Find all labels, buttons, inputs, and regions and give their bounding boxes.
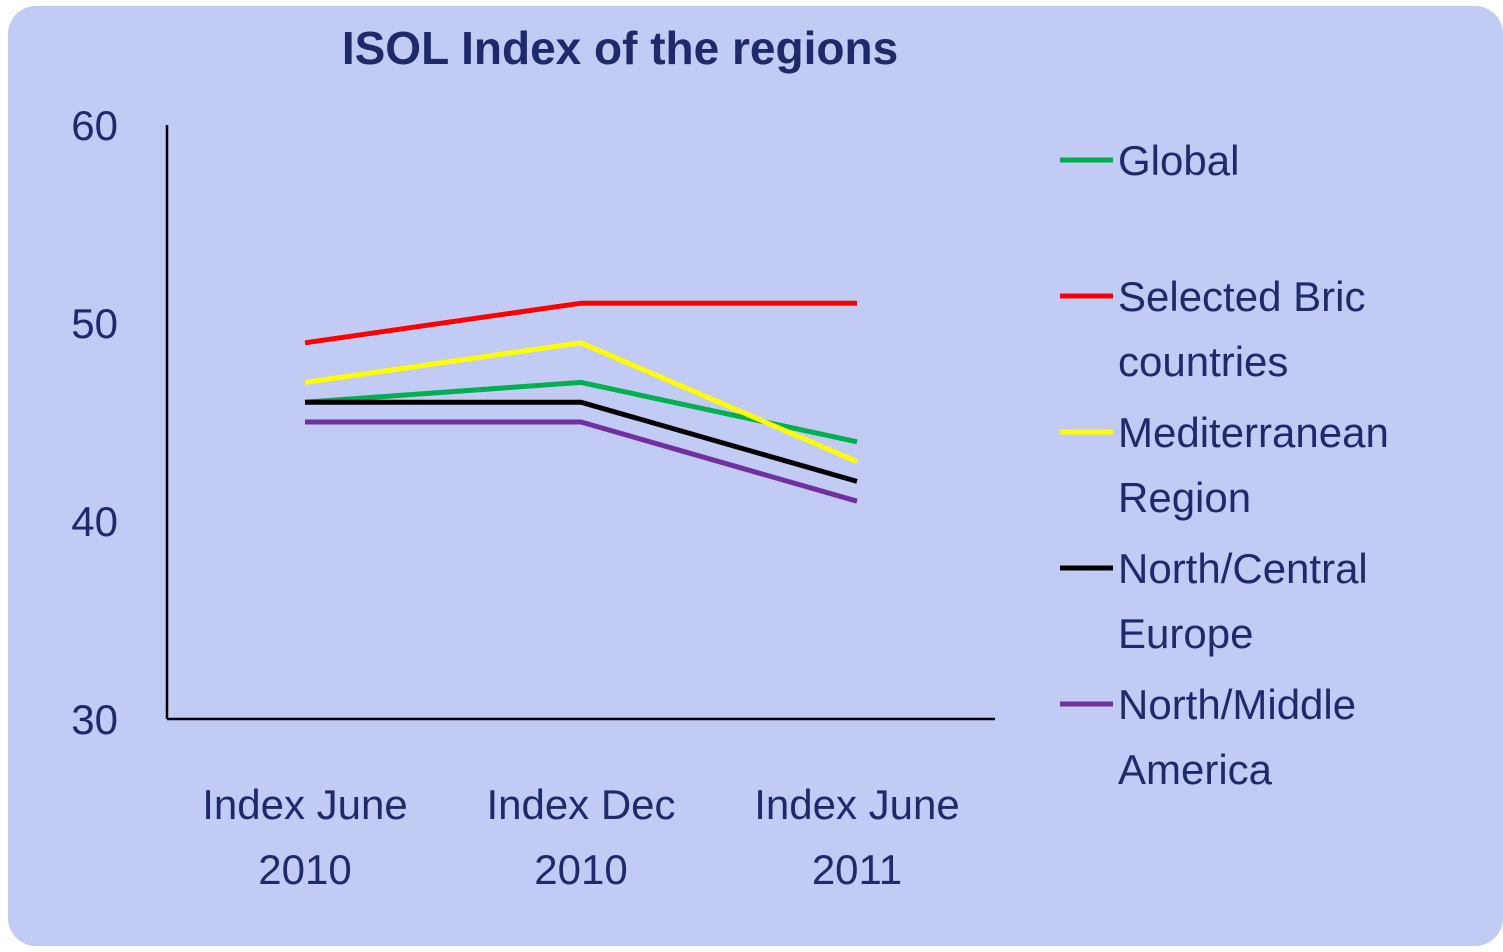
x-tick-label: Index Dec 2010 [486,781,676,893]
chart-title: ISOL Index of the regions [341,22,899,74]
series-line [305,419,858,504]
y-tick-label: 30 [71,696,118,743]
series-line [305,399,858,484]
legend-label: Mediterranean Region [1118,409,1389,521]
legend-label: North/Middle America [1118,681,1357,793]
series-line [304,379,858,445]
legend-label: Global [1118,137,1240,184]
x-tick-label: Index June 2010 [202,781,408,893]
y-tick-label: 40 [71,498,118,545]
y-tick-label: 50 [71,300,118,347]
legend-label: Selected Bric countries [1118,273,1366,385]
legend-label: North/Central Europe [1118,545,1368,657]
y-tick-label: 60 [71,102,118,149]
series-line [304,340,858,464]
chart-background [8,6,1503,946]
x-tick-label: Index June 2011 [754,781,960,893]
series-line [304,300,857,346]
